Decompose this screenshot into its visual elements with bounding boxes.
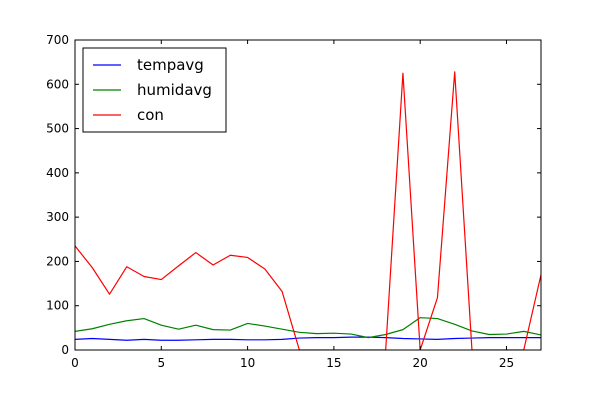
y-tick-label: 300 [46, 210, 69, 224]
series-layer [75, 71, 541, 350]
plot-frame [74, 39, 542, 351]
legend-label-con: con [137, 106, 164, 124]
x-tick-label: 15 [326, 356, 341, 370]
y-tick-label: 700 [46, 33, 69, 47]
y-tick-label: 0 [61, 343, 69, 357]
y-tick-label: 400 [46, 166, 69, 180]
y-tick-label: 100 [46, 299, 69, 313]
y-tick-label: 600 [46, 77, 69, 91]
x-tick-label: 5 [157, 356, 165, 370]
x-tick-label: 10 [240, 356, 255, 370]
series-line-humidavg [75, 317, 541, 339]
legend-label-humidavg: humidavg [137, 81, 212, 99]
legend-label-tempavg: tempavg [137, 56, 204, 74]
axis-ticks: 0 5 10 15 20 25 0 100 200 300 400 500 600 700 [46, 33, 541, 370]
y-tick-label: 200 [46, 254, 69, 268]
x-tick-label: 25 [499, 356, 514, 370]
x-tick-label: 0 [71, 356, 79, 370]
series-line-tempavg [75, 336, 541, 341]
legend: tempavg humidavg con [82, 47, 227, 133]
x-tick-label: 20 [413, 356, 428, 370]
y-tick-label: 500 [46, 122, 69, 136]
series-line-con [75, 71, 541, 350]
